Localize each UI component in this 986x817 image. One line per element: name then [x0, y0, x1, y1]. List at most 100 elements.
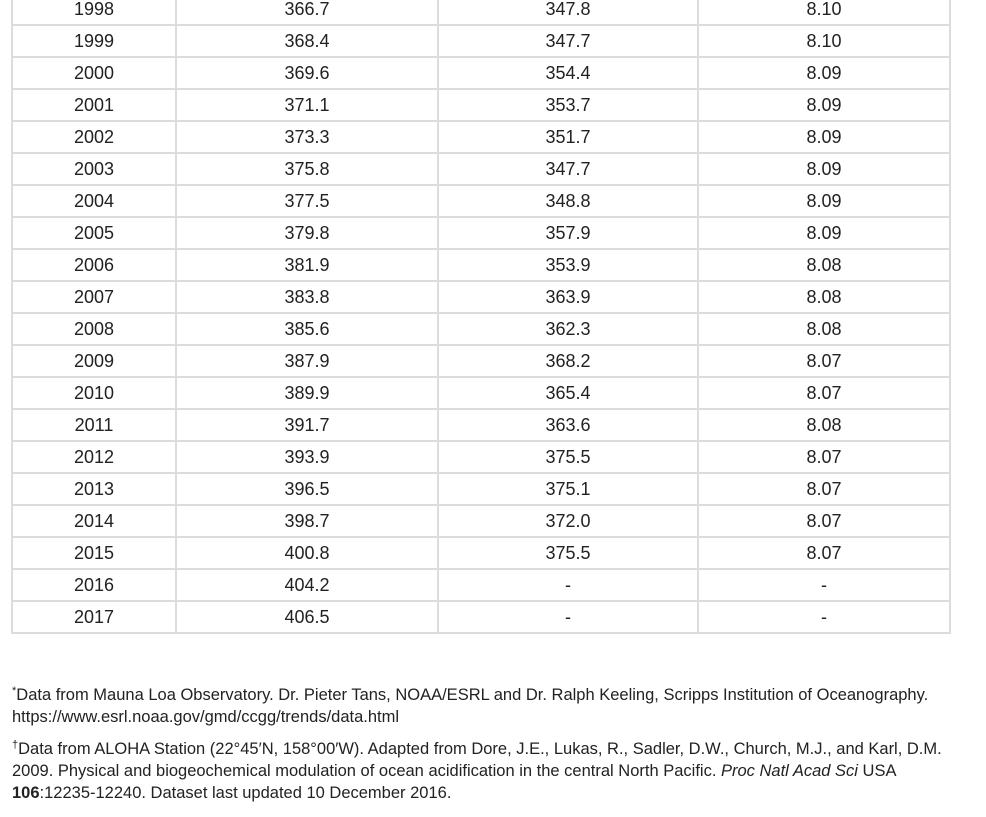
table-row: 2007 383.8 363.9 8.08: [11, 280, 951, 314]
cell-year: 2005: [11, 216, 177, 250]
table-row: 2009 387.9 368.2 8.07: [11, 344, 951, 378]
table-row: 1998 366.7 347.8 8.10: [11, 0, 951, 26]
cell-year: 2001: [11, 88, 177, 122]
table-row: 1999 368.4 347.7 8.10: [11, 24, 951, 58]
cell-value-3: 8.08: [697, 312, 951, 346]
cell-year: 2014: [11, 504, 177, 538]
cell-value-3: 8.09: [697, 216, 951, 250]
cell-value-2: 354.4: [437, 56, 699, 90]
cell-value-3: 8.09: [697, 56, 951, 90]
cell-value-2: 347.8: [437, 0, 699, 26]
cell-value-2: 347.7: [437, 24, 699, 58]
cell-year: 2000: [11, 56, 177, 90]
cell-value-2: 368.2: [437, 344, 699, 378]
co2-ph-data-table: 1998 366.7 347.8 8.10 1999 368.4 347.7 8.10 2000…: [11, 0, 951, 634]
cell-value-1: 375.8: [175, 152, 439, 186]
cell-value-3: 8.09: [697, 88, 951, 122]
cell-value-2: -: [437, 600, 699, 634]
table-row: 2010 389.9 365.4 8.07: [11, 376, 951, 410]
table-row: 2004 377.5 348.8 8.09: [11, 184, 951, 218]
cell-value-3: 8.08: [697, 280, 951, 314]
table-row: 2013 396.5 375.1 8.07: [11, 472, 951, 506]
cell-value-2: 347.7: [437, 152, 699, 186]
cell-value-2: 363.6: [437, 408, 699, 442]
cell-value-1: 381.9: [175, 248, 439, 282]
cell-value-3: 8.07: [697, 536, 951, 570]
cell-value-1: 398.7: [175, 504, 439, 538]
cell-value-2: 348.8: [437, 184, 699, 218]
cell-value-1: 387.9: [175, 344, 439, 378]
cell-year: 2007: [11, 280, 177, 314]
cell-year: 2013: [11, 472, 177, 506]
cell-value-1: 366.7: [175, 0, 439, 26]
cell-year: 2009: [11, 344, 177, 378]
cell-year: 2017: [11, 600, 177, 634]
cell-value-3: 8.07: [697, 376, 951, 410]
cell-value-1: 400.8: [175, 536, 439, 570]
cell-value-2: -: [437, 568, 699, 602]
cell-value-3: 8.10: [697, 24, 951, 58]
table-row: 2017 406.5- -: [11, 600, 951, 634]
cell-value-3: -: [697, 600, 951, 634]
cell-value-2: 372.0: [437, 504, 699, 538]
footnote-mauna-loa-text: Data from Mauna Loa Observatory. Dr. Pie…: [12, 686, 929, 726]
cell-value-2: 351.7: [437, 120, 699, 154]
cell-value-2: 363.9: [437, 280, 699, 314]
cell-value-1: 371.1: [175, 88, 439, 122]
table-row: 2012 393.9 375.5 8.07: [11, 440, 951, 474]
cell-value-3: 8.09: [697, 152, 951, 186]
table-row: 2008 385.6 362.3 8.08: [11, 312, 951, 346]
cell-value-2: 353.7: [437, 88, 699, 122]
footnote-aloha-text-2: USA: [857, 762, 896, 780]
cell-value-3: 8.07: [697, 344, 951, 378]
cell-year: 2015: [11, 536, 177, 570]
cell-year: 2003: [11, 152, 177, 186]
cell-value-3: 8.09: [697, 120, 951, 154]
table-body: 1998 366.7 347.8 8.10 1999 368.4 347.7 8.10 2000…: [11, 0, 951, 634]
cell-value-3: 8.07: [697, 472, 951, 506]
cell-year: 2002: [11, 120, 177, 154]
table-row: 2006 381.9 353.9 8.08: [11, 248, 951, 282]
data-table-container: 1998 366.7 347.8 8.10 1999 368.4 347.7 8.10 2000…: [11, 0, 951, 634]
cell-year: 2012: [11, 440, 177, 474]
cell-year: 1998: [11, 0, 177, 26]
cell-value-1: 404.2: [175, 568, 439, 602]
table-row: 2015 400.8 375.5 8.07: [11, 536, 951, 570]
cell-value-3: -: [697, 568, 951, 602]
cell-value-2: 357.9: [437, 216, 699, 250]
table-row: 2003 375.8 347.7 8.09: [11, 152, 951, 186]
cell-value-3: 8.07: [697, 440, 951, 474]
footnote-journal-name: Proc Natl Acad Sci: [721, 762, 858, 780]
footnote-marker-dagger: †: [12, 739, 19, 751]
cell-year: 2004: [11, 184, 177, 218]
cell-value-2: 375.1: [437, 472, 699, 506]
cell-value-1: 368.4: [175, 24, 439, 58]
cell-year: 2016: [11, 568, 177, 602]
footnotes: *Data from Mauna Loa Observatory. Dr. Pi…: [12, 684, 972, 804]
cell-value-1: 393.9: [175, 440, 439, 474]
cell-year: 2011: [11, 408, 177, 442]
table-row: 2011 391.7 363.6 8.08: [11, 408, 951, 442]
cell-value-1: 389.9: [175, 376, 439, 410]
cell-value-1: 406.5: [175, 600, 439, 634]
footnote-mauna-loa: *Data from Mauna Loa Observatory. Dr. Pi…: [12, 684, 972, 728]
table-row: 2002 373.3 351.7 8.09: [11, 120, 951, 154]
cell-value-2: 362.3: [437, 312, 699, 346]
cell-value-1: 377.5: [175, 184, 439, 218]
cell-value-3: 8.09: [697, 184, 951, 218]
table-row: 2000 369.6 354.4 8.09: [11, 56, 951, 90]
footnote-marker-asterisk: *: [12, 685, 17, 697]
cell-year: 1999: [11, 24, 177, 58]
footnote-aloha-text: Data from ALOHA Station (22°45′N, 158°00…: [12, 740, 942, 780]
cell-value-3: 8.10: [697, 0, 951, 26]
cell-value-1: 391.7: [175, 408, 439, 442]
cell-year: 2010: [11, 376, 177, 410]
cell-value-1: 369.6: [175, 56, 439, 90]
cell-value-1: 385.6: [175, 312, 439, 346]
footnote-aloha: †Data from ALOHA Station (22°45′N, 158°0…: [12, 738, 972, 804]
cell-value-2: 365.4: [437, 376, 699, 410]
cell-value-1: 383.8: [175, 280, 439, 314]
cell-value-3: 8.07: [697, 504, 951, 538]
table-row: 2005 379.8 357.9 8.09: [11, 216, 951, 250]
cell-year: 2006: [11, 248, 177, 282]
